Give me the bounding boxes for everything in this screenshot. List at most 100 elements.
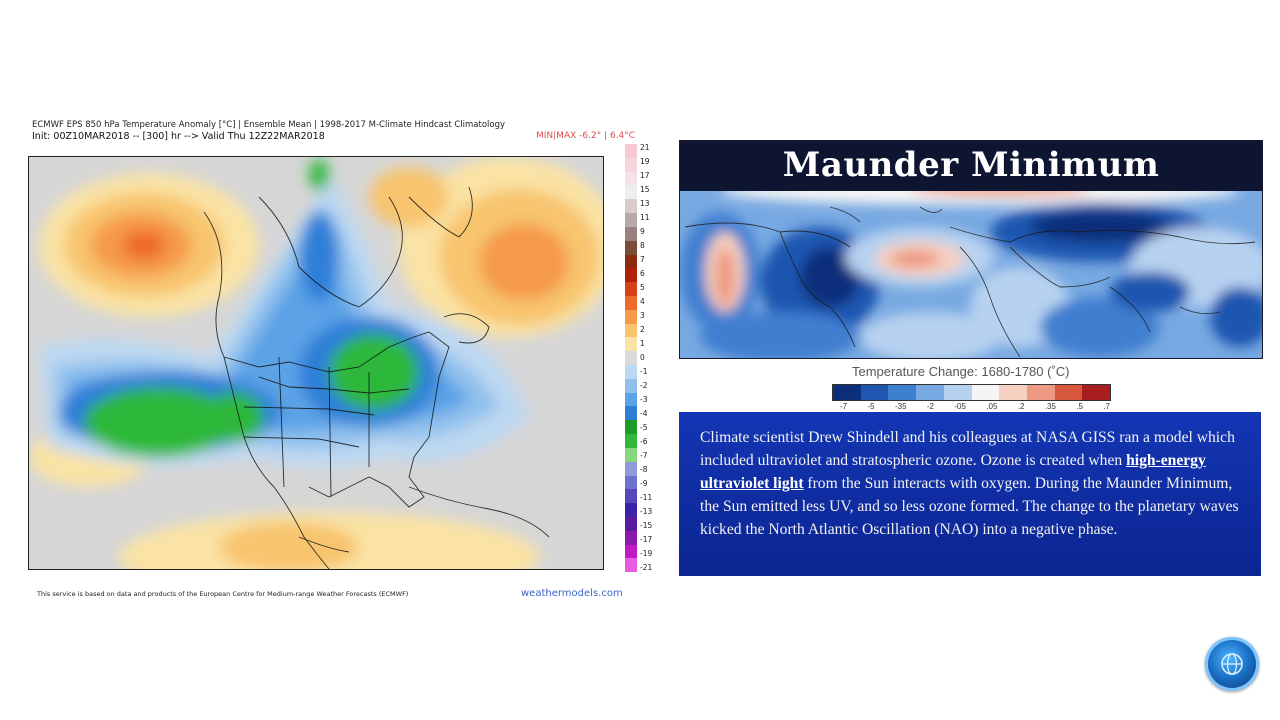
scale-label: .35 bbox=[1044, 402, 1056, 411]
colorbar-swatch bbox=[625, 226, 637, 241]
colorbar-label: -7 bbox=[640, 451, 648, 460]
colorbar-label: 4 bbox=[640, 297, 645, 306]
temperature-change-scale-title: Temperature Change: 1680-1780 (˚C) bbox=[852, 364, 1070, 379]
colorbar-label: 6 bbox=[640, 269, 645, 278]
anomaly-colorbar-labels: 21 19 17 15 13 11 9 8 7 6 5 4 3 2 1 0 -1 -2 -3 -4 -5 -6 -7 -8 -9… bbox=[640, 144, 662, 572]
colorbar-swatch bbox=[625, 337, 637, 352]
ecmwf-minmax: MIN|MAX -6.2° | 6.4°C bbox=[536, 131, 636, 141]
colorbar-label: -13 bbox=[640, 507, 653, 516]
colorbar-swatch bbox=[625, 420, 637, 435]
colorbar-swatch bbox=[625, 516, 637, 531]
temperature-change-colorbar bbox=[832, 384, 1111, 401]
colorbar-swatch bbox=[625, 213, 637, 227]
scale-label: -2 bbox=[926, 402, 935, 411]
colorbar-label: 8 bbox=[640, 241, 645, 250]
colorbar-swatch bbox=[625, 282, 637, 296]
colorbar-swatch bbox=[625, 185, 637, 200]
scale-swatch bbox=[860, 385, 889, 400]
globe-button[interactable] bbox=[1205, 637, 1259, 691]
scale-swatch bbox=[888, 385, 917, 400]
scale-swatch bbox=[916, 385, 944, 400]
ecmwf-anomaly-panel: ECMWF EPS 850 hPa Temperature Anomaly [°… bbox=[28, 118, 658, 608]
colorbar-label: -1 bbox=[640, 367, 648, 376]
colorbar-label: -4 bbox=[640, 409, 648, 418]
scale-swatch bbox=[1026, 385, 1055, 400]
colorbar-swatch bbox=[625, 309, 637, 324]
colorbar-label: -9 bbox=[640, 479, 648, 488]
colorbar-label: 3 bbox=[640, 311, 645, 320]
description-text-start: Climate scientist Drew Shindell and his … bbox=[700, 429, 1235, 469]
colorbar-swatch bbox=[625, 171, 637, 186]
scale-label: .5 bbox=[1076, 402, 1083, 411]
scale-swatch bbox=[943, 385, 972, 400]
colorbar-label: -11 bbox=[640, 493, 653, 502]
colorbar-label: 13 bbox=[640, 199, 650, 208]
colorbar-swatch bbox=[625, 489, 637, 504]
colorbar-label: 15 bbox=[640, 185, 650, 194]
maunder-description-box: Climate scientist Drew Shindell and his … bbox=[679, 412, 1261, 576]
maunder-title: Maunder Minimum bbox=[782, 145, 1160, 185]
colorbar-swatch bbox=[625, 157, 637, 172]
maunder-minimum-figure: Maunder Minimum bbox=[679, 140, 1263, 359]
colorbar-label: 9 bbox=[640, 227, 645, 236]
colorbar-label: -5 bbox=[640, 423, 648, 432]
weathermodels-brand: weathermodels.com bbox=[521, 588, 623, 599]
maunder-temperature-map bbox=[680, 177, 1262, 358]
globe-icon bbox=[1221, 653, 1243, 675]
colorbar-swatch bbox=[625, 447, 637, 462]
colorbar-label: 7 bbox=[640, 255, 645, 264]
colorbar-label: 2 bbox=[640, 325, 645, 334]
colorbar-swatch bbox=[625, 461, 637, 476]
colorbar-label: 19 bbox=[640, 157, 650, 166]
scale-label: -5 bbox=[867, 402, 875, 411]
north-america-anomaly-map bbox=[28, 156, 604, 570]
scale-label: .05 bbox=[986, 402, 998, 411]
colorbar-swatch bbox=[625, 475, 637, 490]
colorbar-swatch bbox=[625, 406, 637, 421]
colorbar-label: -8 bbox=[640, 465, 648, 474]
ecmwf-init-line: Init: 00Z10MAR2018 -- [300] hr --> Valid… bbox=[32, 131, 325, 142]
scale-label: .7 bbox=[1103, 402, 1110, 411]
colorbar-swatch bbox=[625, 254, 637, 269]
anomaly-colorbar bbox=[625, 144, 637, 573]
colorbar-label: 0 bbox=[640, 353, 645, 362]
description-text-end: from the Sun interacts with oxygen. Duri… bbox=[700, 475, 1239, 538]
colorbar-label: -6 bbox=[640, 437, 648, 446]
colorbar-label: -15 bbox=[640, 521, 653, 530]
ecmwf-title: ECMWF EPS 850 hPa Temperature Anomaly [°… bbox=[32, 120, 506, 130]
colorbar-label: 5 bbox=[640, 283, 645, 292]
colorbar-swatch bbox=[625, 351, 637, 365]
colorbar-swatch bbox=[625, 323, 637, 338]
scale-label: -7 bbox=[840, 402, 848, 411]
maunder-description: Climate scientist Drew Shindell and his … bbox=[679, 412, 1261, 541]
colorbar-swatch bbox=[625, 295, 637, 310]
colorbar-swatch bbox=[625, 544, 637, 559]
colorbar-label: 11 bbox=[640, 213, 650, 222]
colorbar-label: -21 bbox=[640, 563, 653, 572]
scale-label: -05 bbox=[954, 402, 966, 411]
colorbar-swatch bbox=[625, 365, 637, 379]
colorbar-swatch bbox=[625, 503, 637, 517]
colorbar-swatch bbox=[625, 144, 637, 158]
colorbar-label: 17 bbox=[640, 171, 650, 180]
scale-label: -35 bbox=[894, 402, 907, 411]
scale-swatch bbox=[1082, 385, 1111, 400]
colorbar-swatch bbox=[625, 558, 637, 573]
maunder-title-bar: Maunder Minimum bbox=[680, 141, 1262, 191]
scale-swatch bbox=[971, 385, 1000, 400]
scale-swatch bbox=[999, 385, 1027, 400]
colorbar-swatch bbox=[625, 392, 637, 407]
colorbar-label: 1 bbox=[640, 339, 645, 348]
temperature-change-labels: -7 -5 -35 -2 -05 .05 .2 .35 .5 .7 bbox=[840, 402, 1110, 411]
scale-label: .2 bbox=[1017, 402, 1025, 411]
colorbar-swatch bbox=[625, 240, 637, 255]
colorbar-label: -3 bbox=[640, 395, 648, 404]
colorbar-swatch bbox=[625, 530, 637, 545]
colorbar-label: -17 bbox=[640, 535, 653, 544]
scale-swatch bbox=[1054, 385, 1083, 400]
colorbar-label: 21 bbox=[640, 143, 650, 152]
colorbar-swatch bbox=[625, 199, 637, 214]
colorbar-swatch bbox=[625, 434, 637, 448]
colorbar-swatch bbox=[625, 268, 637, 283]
description-highlight: high-energy ultraviolet light bbox=[700, 452, 1206, 492]
